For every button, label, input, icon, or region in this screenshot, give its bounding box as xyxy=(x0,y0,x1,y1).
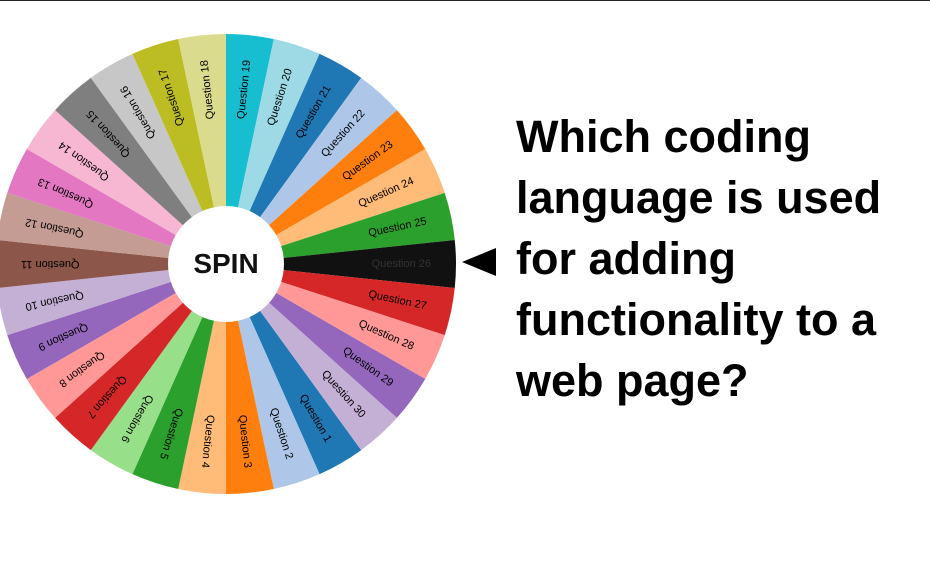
top-divider xyxy=(0,0,930,1)
wheel-slice xyxy=(0,264,226,336)
wheel-slice xyxy=(90,264,226,475)
wheel-slice xyxy=(226,77,397,265)
wheel-slice xyxy=(226,264,426,418)
wheel-area: Question 1 Question 2 Question 3 Question 4… xyxy=(0,0,480,500)
wheel-slice xyxy=(132,264,226,489)
triangle-left-icon xyxy=(462,248,496,276)
wheel-slice xyxy=(226,264,274,494)
wheel-slice xyxy=(0,240,226,288)
wheel-slice-label: Question 11 xyxy=(21,258,80,270)
wheel-slice xyxy=(226,149,445,264)
spin-button[interactable]: SPIN xyxy=(168,206,284,322)
wheel-slice xyxy=(90,53,226,264)
question-text: Which coding language is used for adding… xyxy=(516,111,882,406)
wheel-slice xyxy=(226,264,445,379)
wheel-slice xyxy=(26,110,227,264)
wheel-slice xyxy=(55,77,226,265)
wheel-slice-label: Question 26 xyxy=(372,258,431,270)
wheel-slice xyxy=(226,264,320,489)
wheel-slice xyxy=(226,192,455,264)
wheel-slice xyxy=(7,264,227,379)
wheel-slice xyxy=(226,39,320,264)
wheel-slice-label: Question 4 xyxy=(199,414,216,468)
wheel-slice xyxy=(178,264,226,494)
wheel-slice xyxy=(226,264,362,475)
wheel-slice-label: Question 3 xyxy=(236,414,253,468)
wheel-slice xyxy=(26,264,227,418)
wheel-slice xyxy=(226,110,426,264)
wheel-slice xyxy=(132,39,226,264)
wheel-slice xyxy=(226,53,362,264)
wheel-slice xyxy=(226,264,455,336)
wheel-slice xyxy=(226,239,456,289)
wheel-slice xyxy=(7,149,227,264)
wheel-slice xyxy=(55,264,226,451)
wheel-slice xyxy=(226,264,397,451)
